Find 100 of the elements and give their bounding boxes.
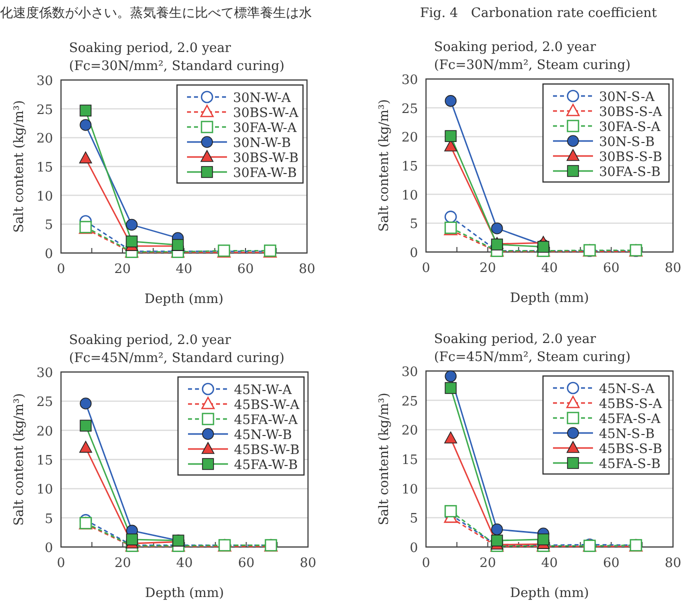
chart-title: Soaking period, 2.0 year bbox=[434, 40, 597, 55]
legend-label: 45BS-W-B bbox=[234, 443, 300, 458]
y-axis-title: Salt content (kg/m³) bbox=[12, 393, 27, 526]
y-tick-label: 5 bbox=[44, 512, 53, 527]
x-tick-label: 40 bbox=[176, 556, 193, 571]
y-tick-label: 5 bbox=[410, 217, 418, 232]
x-tick-label: 80 bbox=[664, 261, 682, 276]
point bbox=[491, 222, 503, 234]
point bbox=[80, 119, 92, 131]
point bbox=[444, 370, 457, 382]
y-tick-label: 5 bbox=[410, 512, 418, 527]
y-tick-label: 15 bbox=[36, 454, 53, 468]
chart-subtitle: (Fc=30N/mm², Steam curing) bbox=[434, 58, 631, 73]
x-axis-title: Depth (mm) bbox=[510, 291, 589, 306]
y-tick-label: 30 bbox=[401, 365, 418, 380]
legend-label: 30FA-S-A bbox=[599, 120, 661, 135]
y-tick-label: 25 bbox=[401, 394, 418, 410]
legend-label: 30BS-S-B bbox=[599, 150, 662, 165]
point bbox=[80, 398, 92, 410]
text: 化速度係数が小さい。蒸気養生に比べて標準養生は水 bbox=[0, 5, 312, 21]
legend-label: 30N-W-B bbox=[233, 136, 291, 151]
legend-label: 30FA-W-B bbox=[233, 166, 297, 181]
y-tick-label: 0 bbox=[44, 247, 53, 262]
chart-subtitle: (Fc=45N/mm², Standard curing) bbox=[69, 351, 284, 366]
x-axis-title: Depth (mm) bbox=[510, 586, 589, 601]
point bbox=[80, 420, 92, 432]
chart-title: Soaking period, 2.0 year bbox=[69, 333, 232, 348]
x-tick-label: 80 bbox=[298, 262, 316, 277]
legend-label: 30FA-S-B bbox=[599, 165, 661, 180]
y-tick-label: 15 bbox=[36, 160, 53, 176]
y-tick-label: 10 bbox=[36, 482, 53, 498]
point bbox=[491, 534, 503, 546]
x-tick-label: 0 bbox=[422, 261, 430, 276]
x-tick-label: 40 bbox=[541, 556, 558, 571]
y-axis-title: Salt content (kg/m³) bbox=[12, 100, 27, 233]
y-tick-label: 10 bbox=[401, 188, 418, 204]
y-tick-label: 20 bbox=[36, 132, 53, 147]
x-tick-label: 80 bbox=[664, 556, 682, 571]
x-tick-label: 40 bbox=[176, 262, 192, 277]
y-tick-label: 25 bbox=[401, 102, 418, 117]
x-axis-title: Depth (mm) bbox=[145, 586, 224, 601]
x-tick-label: 20 bbox=[479, 261, 496, 276]
y-tick-label: 10 bbox=[36, 189, 53, 204]
point bbox=[80, 104, 92, 116]
chart-title: Soaking period, 2.0 year bbox=[69, 41, 232, 56]
y-tick-label: 5 bbox=[44, 218, 53, 234]
point bbox=[444, 382, 457, 394]
legend-label: 30BS-W-B bbox=[233, 151, 299, 166]
legend-label: 45FA-W-B bbox=[234, 458, 298, 473]
y-tick-label: 0 bbox=[410, 246, 418, 261]
legend-label: 45FA-S-B bbox=[599, 457, 661, 472]
point bbox=[444, 210, 457, 223]
x-tick-label: 0 bbox=[422, 556, 430, 571]
chart-subtitle: (Fc=30N/mm², Standard curing) bbox=[69, 59, 284, 74]
y-tick-label: 15 bbox=[401, 160, 418, 174]
legend-label: 45FA-W-A bbox=[234, 413, 298, 428]
point bbox=[444, 505, 457, 518]
legend-label: 45N-S-A bbox=[599, 382, 656, 397]
legend-label: 30FA-W-A bbox=[233, 121, 298, 136]
y-tick-label: 25 bbox=[36, 395, 53, 410]
point bbox=[79, 152, 92, 164]
y-tick-label: 20 bbox=[401, 424, 418, 439]
y-axis-title: Salt content (kg/m³) bbox=[377, 392, 392, 526]
point bbox=[491, 524, 503, 536]
legend-label: 45BS-S-A bbox=[599, 397, 663, 412]
legend-label: 45N-W-A bbox=[234, 383, 292, 398]
y-tick-label: 0 bbox=[410, 541, 418, 556]
x-tick-label: 20 bbox=[114, 556, 132, 571]
point bbox=[444, 130, 457, 142]
point bbox=[79, 440, 92, 453]
legend-label: 45N-S-B bbox=[599, 427, 655, 442]
x-tick-label: 60 bbox=[602, 556, 620, 571]
legend-label: 30N-S-B bbox=[599, 135, 655, 150]
x-tick-label: 0 bbox=[56, 262, 66, 277]
x-tick-label: 60 bbox=[602, 261, 620, 276]
legend-label: 30BS-W-A bbox=[233, 106, 299, 121]
point bbox=[444, 95, 457, 107]
legend-label: 30BS-S-A bbox=[599, 105, 663, 120]
chart-subtitle: (Fc=45N/mm², Steam curing) bbox=[434, 350, 631, 365]
y-tick-label: 30 bbox=[36, 366, 53, 381]
y-tick-label: 0 bbox=[44, 541, 53, 556]
y-tick-label: 20 bbox=[401, 130, 418, 146]
x-axis-title: Depth (mm) bbox=[144, 292, 224, 307]
y-tick-label: 10 bbox=[401, 482, 418, 498]
legend-label: 45FA-S-A bbox=[599, 412, 661, 427]
legend-label: 45BS-W-A bbox=[234, 398, 300, 413]
y-tick-label: 20 bbox=[36, 424, 53, 440]
y-tick-label: 15 bbox=[401, 453, 418, 468]
caption: Fig. 4 Carbonation rate coefficient bbox=[420, 6, 658, 21]
x-tick-label: 80 bbox=[300, 556, 316, 571]
legend-label: 45N-W-B bbox=[234, 428, 292, 443]
x-tick-label: 40 bbox=[541, 261, 558, 276]
x-tick-label: 20 bbox=[479, 556, 496, 571]
point bbox=[126, 534, 138, 546]
legend-label: 30N-S-A bbox=[599, 90, 656, 105]
y-tick-label: 30 bbox=[401, 73, 418, 88]
y-tick-label: 25 bbox=[36, 102, 53, 118]
x-tick-label: 0 bbox=[56, 556, 66, 571]
point bbox=[126, 218, 138, 231]
point bbox=[126, 236, 138, 248]
